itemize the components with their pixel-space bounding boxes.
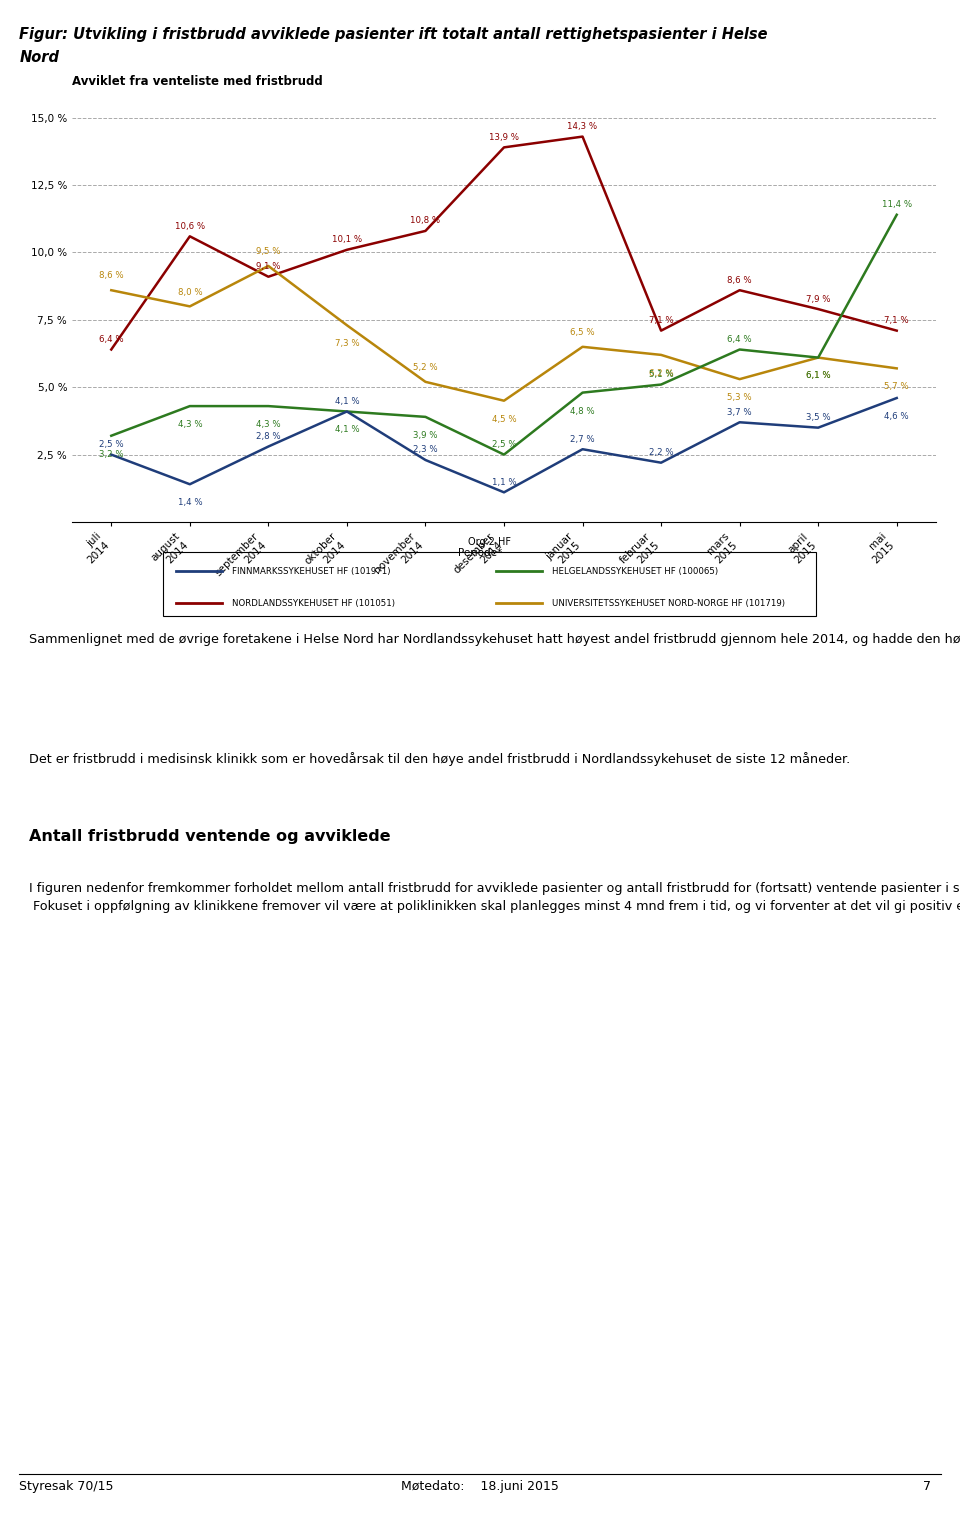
Text: 5,7 %: 5,7 % [884,383,909,392]
Text: 9,1 %: 9,1 % [256,262,280,271]
Text: 1,1 %: 1,1 % [492,478,516,487]
Text: NORDLANDSSYKEHUSET HF (101051): NORDLANDSSYKEHUSET HF (101051) [231,599,395,608]
Text: 14,3 %: 14,3 % [567,123,598,132]
Text: 6,4 %: 6,4 % [99,334,124,343]
Text: 10,8 %: 10,8 % [410,216,441,225]
Text: 6,2 %: 6,2 % [649,369,673,378]
Text: 5,2 %: 5,2 % [413,363,438,372]
Text: 7,3 %: 7,3 % [335,339,359,348]
Text: 7,1 %: 7,1 % [649,316,673,325]
Text: 11,4 %: 11,4 % [881,200,912,209]
Text: 7,1 %: 7,1 % [884,316,909,325]
Text: 4,6 %: 4,6 % [884,412,909,421]
Text: Periode*: Periode* [458,548,502,558]
Text: 8,6 %: 8,6 % [99,271,124,280]
Text: 6,1 %: 6,1 % [805,372,830,380]
Text: Nord: Nord [19,50,60,65]
Text: 7: 7 [924,1480,931,1493]
Text: Avviklet fra venteliste med fristbrudd: Avviklet fra venteliste med fristbrudd [72,76,323,88]
Text: 8,6 %: 8,6 % [728,275,752,284]
Text: 2,7 %: 2,7 % [570,434,595,443]
Text: FINNMARKSSYKEHUSET HF (101971): FINNMARKSSYKEHUSET HF (101971) [231,567,391,576]
Text: Figur: Utvikling i fristbrudd avviklede pasienter ift totalt antall rettighetspa: Figur: Utvikling i fristbrudd avviklede … [19,27,768,42]
Text: 1,4 %: 1,4 % [178,498,203,507]
Text: 2,5 %: 2,5 % [492,440,516,449]
Text: 6,1 %: 6,1 % [805,372,830,380]
Text: 2,5 %: 2,5 % [99,440,124,449]
Text: 13,9 %: 13,9 % [489,133,519,142]
Text: 2,2 %: 2,2 % [649,448,673,457]
Text: 8,0 %: 8,0 % [178,287,203,297]
Text: HELGELANDSSYKEHUSET HF (100065): HELGELANDSSYKEHUSET HF (100065) [552,567,718,576]
Text: 4,8 %: 4,8 % [570,407,595,416]
Text: 3,7 %: 3,7 % [728,407,752,416]
Text: 3,9 %: 3,9 % [413,431,438,440]
Text: Antall fristbrudd ventende og avviklede: Antall fristbrudd ventende og avviklede [29,829,391,844]
Text: 6,5 %: 6,5 % [570,328,595,337]
Text: 3,5 %: 3,5 % [805,413,830,422]
Text: 4,1 %: 4,1 % [335,425,359,434]
Text: Styresak 70/15: Styresak 70/15 [19,1480,113,1493]
Text: 2,3 %: 2,3 % [413,445,438,454]
Text: 5,1 %: 5,1 % [649,371,673,378]
Text: 5,3 %: 5,3 % [728,393,752,402]
Text: I figuren nedenfor fremkommer forholdet mellom antall fristbrudd for avviklede p: I figuren nedenfor fremkommer forholdet … [29,881,960,914]
Text: 3,2 %: 3,2 % [99,449,124,458]
Text: 6,4 %: 6,4 % [728,334,752,343]
Text: 10,6 %: 10,6 % [175,222,204,231]
Text: 4,1 %: 4,1 % [335,396,359,405]
Text: 2,8 %: 2,8 % [256,433,280,440]
Text: UNIVERSITETSSYKEHUSET NORD-NORGE HF (101719): UNIVERSITETSSYKEHUSET NORD-NORGE HF (101… [552,599,784,608]
Text: Sammenlignet med de øvrige foretakene i Helse Nord har Nordlandssykehuset hatt h: Sammenlignet med de øvrige foretakene i … [29,632,960,646]
Text: Org.2 HF: Org.2 HF [468,537,511,548]
Text: 9,5 %: 9,5 % [256,247,280,256]
Text: 10,1 %: 10,1 % [332,235,362,244]
Text: 4,3 %: 4,3 % [256,421,280,430]
Text: Det er fristbrudd i medisinsk klinikk som er hovedårsak til den høye andel frist: Det er fristbrudd i medisinsk klinikk so… [29,752,850,766]
Text: 4,3 %: 4,3 % [178,421,203,430]
Text: Møtedato:    18.juni 2015: Møtedato: 18.juni 2015 [401,1480,559,1493]
Text: 7,9 %: 7,9 % [806,295,830,304]
Text: 4,5 %: 4,5 % [492,415,516,424]
